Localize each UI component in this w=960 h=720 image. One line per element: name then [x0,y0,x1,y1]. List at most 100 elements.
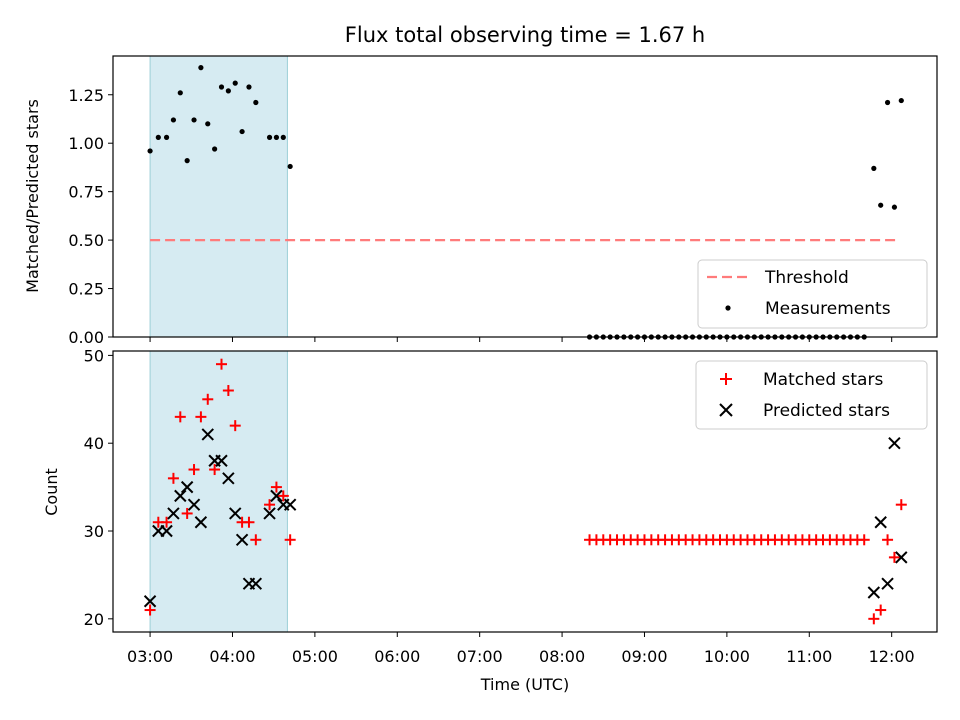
measurement-point [871,165,877,171]
legend-measurements-label: Measurements [765,299,891,319]
x-tick-label: 06:00 [374,647,420,666]
matched-star-point [895,499,907,511]
bottom-legend-box [695,360,928,430]
measurement-point [239,128,245,135]
measurements-series [147,65,904,340]
matched-star-point [195,411,207,423]
predicted-star-point [229,507,242,520]
legend-predicted-swatch [719,403,733,417]
x-tick-label: 04:00 [209,647,255,666]
predicted-star-point [283,498,297,511]
matched-star-point [270,481,282,493]
chart-title: Flux total observing time = 1.67 h [345,23,705,47]
bottom-x-axis: 03:00 04:00 05:00 06:00 07:00 08:00 09:00 10:00… [127,632,915,666]
predicted-star-point [249,577,263,590]
matched-star-point [882,534,894,546]
predicted-star-point [174,489,187,503]
measurement-point [884,99,891,106]
legend-measurements-swatch [725,305,731,311]
measurement-point [191,117,197,123]
matched-star-point [215,358,227,370]
predicted-star-point [874,516,887,529]
measurement-point [266,134,273,140]
matched-star-point [284,534,296,546]
predicted-star-point [201,428,214,441]
matched-star-point [858,534,870,546]
predicted-star-point [895,551,908,564]
matched-star-point [277,490,289,502]
top-x-ticks [149,337,893,342]
x-tick-label: 07:00 [457,647,503,666]
measurement-point [163,134,170,140]
bottom-series [143,358,908,625]
top-plot-frame [112,55,938,338]
top-legend: Threshold Measurements [697,259,928,329]
measurement-point [246,84,252,90]
legend-predicted-label: Predicted stars [763,401,890,421]
matched-star-point [250,534,262,546]
matched-star-point [888,551,900,563]
x-tick-label: 11:00 [786,647,832,666]
predicted-star-point [143,595,157,608]
measurement-point [225,88,231,94]
measurement-point [891,204,898,210]
matched-star-point [868,613,880,625]
x-tick-label: 05:00 [292,647,338,666]
predicted-star-point [160,524,173,538]
x-tick-label: 03:00 [127,647,173,666]
matched-star-point [209,464,221,476]
legend-threshold-label: Threshold [764,268,849,288]
predicted-star-point [235,533,249,547]
legend-matched-label: Matched stars [763,370,883,390]
predicted-star-point [215,454,228,467]
bottom-plot-frame [112,350,938,633]
matched-star-point [243,516,255,528]
measurement-point [287,163,293,170]
measurement-point [253,99,259,106]
predicted-star-point [270,489,283,503]
matched-star-point [174,411,186,423]
matched-star-point [202,393,214,405]
bottom-shaded-span [149,350,288,633]
top-y-tick-label: 0.00 [68,328,104,347]
predicted-star-point [187,498,201,511]
measurement-point [218,84,225,90]
top-legend-box [697,259,928,329]
x-axis-label: Time (UTC) [480,675,569,694]
top-panel: 0.00 0.25 0.50 0.75 1.00 1.25 Matched/Predict… [23,55,938,347]
matched-star-point [875,604,887,616]
measurement-point [170,117,177,123]
matched-star-point [229,420,241,432]
matched-star-point [188,464,200,476]
measurement-point [232,80,238,86]
top-y-axis-label: Matched/Predicted stars [23,99,42,293]
x-tick-label: 10:00 [704,647,750,666]
predicted-star-point [180,480,194,494]
measurement-point [147,148,153,154]
predicted-star-point [867,586,881,599]
bottom-y-axis: 20 30 40 50 [84,346,113,629]
measurement-point [184,158,190,164]
predicted-star-point [881,577,894,590]
measurement-point [155,134,161,140]
top-shaded-span [149,55,288,338]
matched-star-point [161,516,173,528]
measurement-point [205,121,211,127]
measurement-point [898,97,904,104]
top-y-tick-label: 0.25 [68,280,104,299]
measurement-point [878,202,884,208]
top-y-tick-label: 0.50 [68,231,104,250]
matched-star-point [264,499,276,511]
x-tick-label: 12:00 [869,647,915,666]
measurement-point [280,134,286,140]
top-y-axis: 0.00 0.25 0.50 0.75 1.00 1.25 [68,86,113,347]
x-tick-label: 09:00 [621,647,667,666]
measurement-point [273,134,280,140]
predicted-star-point [222,472,235,485]
predicted-star-point [263,507,276,520]
matched-star-point [144,604,156,616]
top-y-tick-label: 1.25 [68,86,104,105]
x-tick-label: 08:00 [539,647,585,666]
